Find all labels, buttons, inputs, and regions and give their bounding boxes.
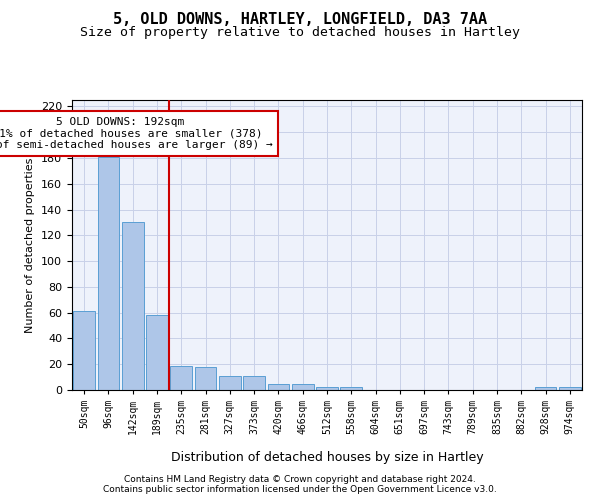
Bar: [559, 388, 581, 390]
Text: 5, OLD DOWNS, HARTLEY, LONGFIELD, DA3 7AA: 5, OLD DOWNS, HARTLEY, LONGFIELD, DA3 7A…: [113, 12, 487, 28]
Text: Contains HM Land Registry data © Crown copyright and database right 2024.: Contains HM Land Registry data © Crown c…: [124, 475, 476, 484]
Bar: [535, 388, 556, 390]
Text: Distribution of detached houses by size in Hartley: Distribution of detached houses by size …: [170, 451, 484, 464]
Bar: [292, 384, 314, 390]
Bar: [146, 315, 168, 390]
Bar: [243, 376, 265, 390]
Text: 5 OLD DOWNS: 192sqm
← 81% of detached houses are smaller (378)
19% of semi-detac: 5 OLD DOWNS: 192sqm ← 81% of detached ho…: [0, 117, 272, 150]
Bar: [316, 388, 338, 390]
Bar: [170, 366, 192, 390]
Bar: [73, 312, 95, 390]
Bar: [268, 384, 289, 390]
Bar: [194, 367, 217, 390]
Y-axis label: Number of detached properties: Number of detached properties: [25, 158, 35, 332]
Bar: [97, 156, 119, 390]
Bar: [340, 388, 362, 390]
Bar: [122, 222, 143, 390]
Text: Size of property relative to detached houses in Hartley: Size of property relative to detached ho…: [80, 26, 520, 39]
Text: Contains public sector information licensed under the Open Government Licence v3: Contains public sector information licen…: [103, 485, 497, 494]
Bar: [219, 376, 241, 390]
